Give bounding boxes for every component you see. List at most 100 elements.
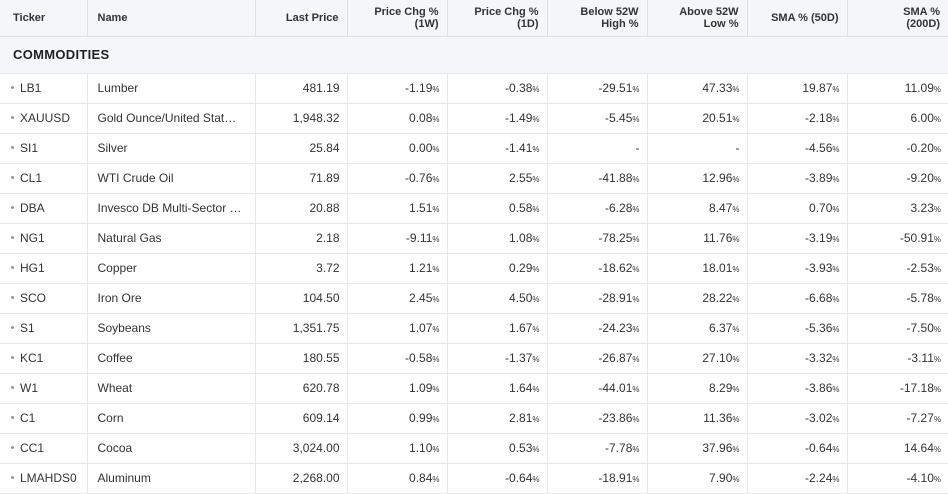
percent-sign: %	[832, 385, 840, 394]
ticker-cell[interactable]: NG1	[0, 223, 88, 254]
name-cell[interactable]: Cocoa	[87, 433, 256, 464]
last-price-cell: 180.55	[255, 343, 348, 374]
col-header-price-chg-1d[interactable]: Price Chg % (1D)	[447, 0, 548, 37]
name-cell[interactable]: Gold Ounce/United Stat…	[87, 103, 256, 134]
ticker-cell[interactable]: DBA	[0, 193, 88, 224]
table-row[interactable]: DBA Invesco DB Multi-Sector … 20.88 1.51% 0.…	[0, 193, 948, 224]
name-cell[interactable]: Coffee	[87, 343, 256, 374]
percent-sign: %	[632, 235, 640, 244]
percent-sign: %	[933, 415, 941, 424]
sma-200d-cell: -2.53%	[847, 253, 948, 284]
table-row[interactable]: LB1 Lumber 481.19 -1.19% -0.38% -29.51% 47.33%…	[0, 73, 948, 104]
col-header-sma-200d[interactable]: SMA % (200D)	[847, 0, 948, 37]
ticker-cell[interactable]: KC1	[0, 343, 88, 374]
value-text: -18.91	[598, 471, 633, 485]
name-cell[interactable]: WTI Crude Oil	[87, 163, 256, 194]
col-header-name[interactable]: Name	[87, 0, 256, 37]
percent-sign: %	[432, 415, 440, 424]
value-text: -0.20	[906, 141, 934, 155]
col-header-ticker[interactable]: Ticker	[0, 0, 88, 37]
table-row[interactable]: CL1 WTI Crude Oil 71.89 -0.76% 2.55% -41.88% 1…	[0, 163, 948, 194]
ticker-label[interactable]: SI1	[20, 141, 39, 155]
name-cell[interactable]: Lumber	[87, 73, 256, 104]
ticker-label[interactable]: XAUUSD	[20, 111, 71, 125]
ticker-label[interactable]: S1	[20, 321, 35, 335]
last-price-cell: 481.19	[255, 73, 348, 104]
value-text: -26.87	[598, 351, 633, 365]
ticker-cell[interactable]: CL1	[0, 163, 88, 194]
value-text: -3.93	[805, 261, 833, 275]
name-cell[interactable]: Iron Ore	[87, 283, 256, 314]
ticker-label[interactable]: CL1	[20, 171, 43, 185]
name-cell[interactable]: Natural Gas	[87, 223, 256, 254]
percent-sign: %	[532, 205, 540, 214]
below-52w-high-cell: -24.23%	[547, 313, 648, 344]
value-text: 3.23	[910, 201, 934, 215]
ticker-label[interactable]: DBA	[20, 201, 45, 215]
ticker-cell[interactable]: S1	[0, 313, 88, 344]
table-row[interactable]: XAUUSD Gold Ounce/United Stat… 1,948.32 0.0…	[0, 103, 948, 134]
ticker-label[interactable]: NG1	[20, 231, 45, 245]
ticker-cell[interactable]: C1	[0, 403, 88, 434]
table-row[interactable]: S1 Soybeans 1,351.75 1.07% 1.67% -24.23% 6.37%…	[0, 313, 948, 344]
table-row[interactable]: SCO Iron Ore 104.50 2.45% 4.50% -28.91% 28.22%…	[0, 283, 948, 314]
name-cell[interactable]: Copper	[87, 253, 256, 284]
table-row[interactable]: LMAHDS0 Aluminum 2,268.00 0.84% -0.64% -18.91…	[0, 463, 948, 494]
price-chg-1d-cell: 1.08%	[447, 223, 548, 254]
table-row[interactable]: C1 Corn 609.14 0.99% 2.81% -23.86% 11.36% -3.02…	[0, 403, 948, 434]
table-row[interactable]: KC1 Coffee 180.55 -0.58% -1.37% -26.87% 27.10%…	[0, 343, 948, 374]
ticker-cell[interactable]: W1	[0, 373, 88, 404]
ticker-label[interactable]: LB1	[20, 81, 42, 95]
table-row[interactable]: CC1 Cocoa 3,024.00 1.10% 0.53% -7.78% 37.96% -0…	[0, 433, 948, 464]
below-52w-high-cell: -44.01%	[547, 373, 648, 404]
name-cell[interactable]: Invesco DB Multi-Sector …	[87, 193, 256, 224]
ticker-cell[interactable]: CC1	[0, 433, 88, 464]
value-text: 0.53	[509, 441, 533, 455]
ticker-cell[interactable]: XAUUSD	[0, 103, 88, 134]
percent-sign: %	[432, 235, 440, 244]
col-header-above-52w-low[interactable]: Above 52W Low %	[647, 0, 748, 37]
col-header-below-52w-high[interactable]: Below 52W High %	[547, 0, 648, 37]
value-text: -1.19	[405, 81, 433, 95]
table-row[interactable]: NG1 Natural Gas 2.18 -9.11% 1.08% -78.25% 11.7…	[0, 223, 948, 254]
table-row[interactable]: HG1 Copper 3.72 1.21% 0.29% -18.62% 18.01% -3.9…	[0, 253, 948, 284]
above-52w-low-cell: 8.29%	[647, 373, 748, 404]
percent-sign: %	[933, 265, 941, 274]
ticker-cell[interactable]: LB1	[0, 73, 88, 104]
above-52w-low-cell: 11.76%	[647, 223, 748, 254]
name-cell[interactable]: Corn	[87, 403, 256, 434]
ticker-label[interactable]: SCO	[20, 291, 47, 305]
ticker-label[interactable]: HG1	[20, 261, 45, 275]
value-text: 11.36	[703, 411, 733, 425]
name-cell[interactable]: Aluminum	[87, 463, 256, 494]
name-cell[interactable]: Silver	[87, 133, 256, 164]
below-52w-high-cell: -7.78%	[547, 433, 648, 464]
table-row[interactable]: W1 Wheat 620.78 1.09% 1.64% -44.01% 8.29% -3.86…	[0, 373, 948, 404]
ticker-label[interactable]: KC1	[20, 351, 44, 365]
ticker-label[interactable]: W1	[20, 381, 38, 395]
percent-sign: %	[432, 145, 440, 154]
name-cell[interactable]: Soybeans	[87, 313, 256, 344]
above-52w-low-cell: 47.33%	[647, 73, 748, 104]
col-header-last-price[interactable]: Last Price	[255, 0, 348, 37]
ticker-label[interactable]: CC1	[20, 441, 45, 455]
below-52w-high-cell: -23.86%	[547, 403, 648, 434]
name-cell[interactable]: Wheat	[87, 373, 256, 404]
ticker-label[interactable]: C1	[20, 411, 36, 425]
price-chg-1d-cell: 1.67%	[447, 313, 548, 344]
ticker-cell[interactable]: LMAHDS0	[0, 463, 88, 494]
above-52w-low-cell: 7.90%	[647, 463, 748, 494]
ticker-label[interactable]: LMAHDS0	[20, 471, 77, 485]
price-chg-1w-cell: 0.99%	[347, 403, 448, 434]
value-text: -3.19	[805, 231, 833, 245]
ticker-cell[interactable]: SCO	[0, 283, 88, 314]
col-header-price-chg-1w[interactable]: Price Chg % (1W)	[347, 0, 448, 37]
value-text: 2.45	[409, 291, 433, 305]
below-52w-high-cell: -78.25%	[547, 223, 648, 254]
ticker-cell[interactable]: HG1	[0, 253, 88, 284]
percent-sign: %	[832, 235, 840, 244]
ticker-cell[interactable]: SI1	[0, 133, 88, 164]
table-row[interactable]: SI1 Silver 25.84 0.00% -1.41% - - -4.56% -0.20%	[0, 133, 948, 164]
value-text: -18.62	[598, 261, 633, 275]
col-header-sma-50d[interactable]: SMA % (50D)	[747, 0, 848, 37]
